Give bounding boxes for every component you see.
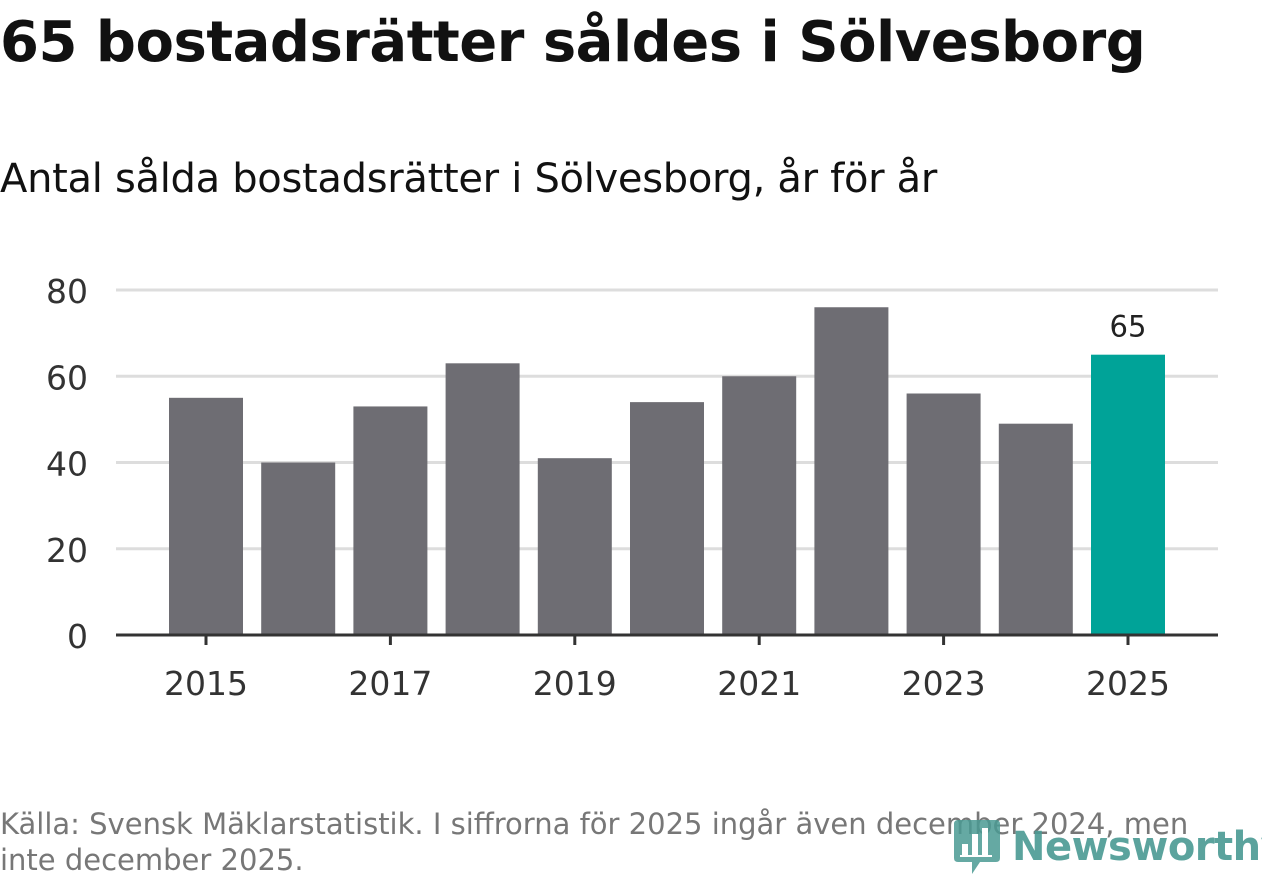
bar-2023	[906, 393, 981, 635]
y-tick-label-40: 40	[46, 445, 88, 484]
x-tick-label-2015: 2015	[164, 664, 248, 703]
bar-2017	[353, 406, 428, 635]
bar-2024	[998, 423, 1073, 635]
chart-subtitle: Antal sålda bostadsrätter i Sölvesborg, …	[0, 156, 938, 202]
x-tick-label-2023: 2023	[902, 664, 986, 703]
bar-2020	[630, 402, 704, 635]
data-label-2025: 65	[1110, 310, 1147, 344]
bar-2016	[261, 462, 336, 635]
bar-2019	[537, 458, 612, 635]
y-tick-label-60: 60	[46, 358, 88, 397]
newsworthy-brand: Newsworthy	[1012, 824, 1262, 870]
newsworthy-logo[interactable]: Newsworthy	[950, 818, 1262, 876]
bar-2025	[1091, 354, 1165, 635]
bar-chart: 0 20 40 60 80 65 2015 2017 2019 2021 2023 2025	[46, 272, 1218, 703]
newsworthy-logo-icon	[954, 820, 1000, 874]
bar-2015	[169, 397, 243, 635]
bar-2021	[722, 376, 797, 635]
x-tick-label-2017: 2017	[348, 664, 432, 703]
x-tick-label-2025: 2025	[1086, 664, 1170, 703]
bar-2022	[814, 307, 889, 635]
y-tick-label-0: 0	[67, 617, 88, 656]
bar-2018	[445, 363, 520, 635]
x-tick-label-2019: 2019	[533, 664, 617, 703]
y-tick-label-20: 20	[46, 531, 88, 570]
x-tick-label-2021: 2021	[717, 664, 801, 703]
chart-title: 65 bostadsrätter såldes i Sölvesborg	[0, 10, 1146, 75]
y-tick-label-80: 80	[46, 272, 88, 311]
